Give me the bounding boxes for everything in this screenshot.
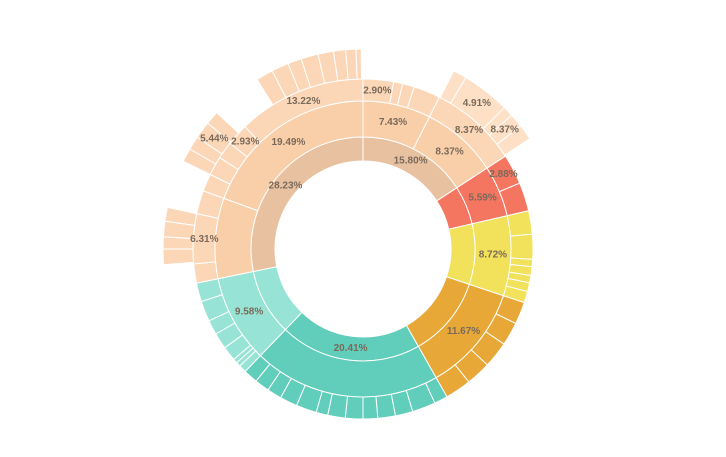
segment-label-outer-4: 8.37% xyxy=(455,125,483,136)
sunburst-segment-outer-7[interactable] xyxy=(506,210,533,237)
segment-label-middle-3: 8.72% xyxy=(479,250,507,261)
segment-label-inner-0: 15.80% xyxy=(394,156,428,167)
segment-label-fourth-1: 4.91% xyxy=(463,98,491,109)
segment-label-middle-1: 8.37% xyxy=(435,147,463,158)
sunburst-segment-fourth-20[interactable] xyxy=(355,48,363,80)
sunburst-segment-outer-24[interactable] xyxy=(344,395,364,420)
ring-fourth xyxy=(162,48,531,266)
segment-label-middle-2: 5.59% xyxy=(468,193,496,204)
segment-label-middle-8: 19.49% xyxy=(271,137,305,148)
segment-label-middle-6: 9.58% xyxy=(235,306,263,317)
ring-outer xyxy=(192,78,534,420)
sunburst-segment-fourth-5[interactable] xyxy=(162,248,195,266)
ring-inner xyxy=(250,136,476,362)
ring-middle xyxy=(214,100,512,398)
segment-label-middle-0: 7.43% xyxy=(379,117,407,128)
segment-label-inner-6: 28.23% xyxy=(269,180,303,191)
sunburst-segment-fourth-8[interactable] xyxy=(164,206,198,226)
sunburst-segment-fourth-12[interactable] xyxy=(206,111,240,143)
segment-label-inner-4: 20.41% xyxy=(334,343,368,354)
segment-label-middle-4: 11.67% xyxy=(447,326,480,337)
sunburst-segment-middle-7[interactable] xyxy=(214,197,259,280)
sunburst-segment-inner-2[interactable] xyxy=(445,223,476,285)
segment-label-outer-0: 2.90% xyxy=(363,85,391,96)
sunburst-segment-fourth-19[interactable] xyxy=(345,48,358,81)
segment-label-outer-5: 2.88% xyxy=(489,169,517,180)
sunburst-segment-outer-23[interactable] xyxy=(362,395,379,420)
sunburst-segment-fourth-4[interactable] xyxy=(496,125,531,156)
sunburst-root: 15.80% 20.41% 28.23% 7.43% 8.37% 5.59% 8.72% 11… xyxy=(162,48,534,420)
segment-label-fourth-11: 5.44% xyxy=(200,134,228,145)
sunburst-segment-outer-40[interactable] xyxy=(193,261,219,284)
sunburst-segment-outer-8[interactable] xyxy=(509,233,534,260)
segment-label-outer-46: 2.93% xyxy=(231,137,259,148)
segment-label-outer-47: 13.22% xyxy=(286,96,320,107)
segment-label-outer-41: 6.31% xyxy=(190,234,218,245)
segment-label-fourth-3: 8.37% xyxy=(491,125,519,136)
